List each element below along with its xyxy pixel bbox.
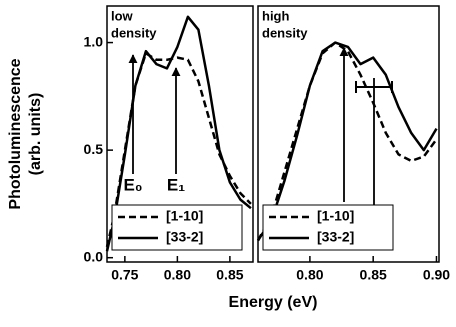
x-tick-label: 0.80 xyxy=(296,267,323,283)
legend-label: [33-2] xyxy=(317,229,354,245)
panel-label: density xyxy=(111,25,157,40)
x-tick-label: 0.75 xyxy=(111,267,138,283)
y-tick-label: 0.5 xyxy=(84,141,104,157)
y-tick-label: 1.0 xyxy=(84,33,104,49)
y-tick-label: 0.0 xyxy=(84,248,104,264)
x-tick-label: 0.85 xyxy=(216,267,243,283)
line-series xyxy=(105,15,252,252)
annotation-label: E₀ xyxy=(123,175,142,194)
plot-frame xyxy=(106,5,254,263)
panel-label: low xyxy=(111,8,134,23)
y-axis-label: Photoluminescence xyxy=(7,58,24,209)
legend-box xyxy=(111,204,243,251)
line-series xyxy=(256,41,438,242)
x-tick-label: 0.85 xyxy=(360,267,387,283)
x-axis-label: Energy (eV) xyxy=(229,294,318,311)
legend-label: [1-10] xyxy=(166,208,203,224)
x-tick-label: 0.80 xyxy=(164,267,191,283)
x-tick-label: 0.90 xyxy=(423,267,450,283)
y-axis-label: (arb. units) xyxy=(27,93,44,176)
legend-label: [1-10] xyxy=(317,208,354,224)
line-series xyxy=(256,41,438,242)
plot-frame xyxy=(257,5,440,263)
panel-label: high xyxy=(262,8,289,23)
annotation-label: E₁ xyxy=(167,175,185,194)
panel-label: density xyxy=(262,25,308,40)
legend-label: [33-2] xyxy=(166,229,203,245)
legend-box xyxy=(262,204,394,251)
